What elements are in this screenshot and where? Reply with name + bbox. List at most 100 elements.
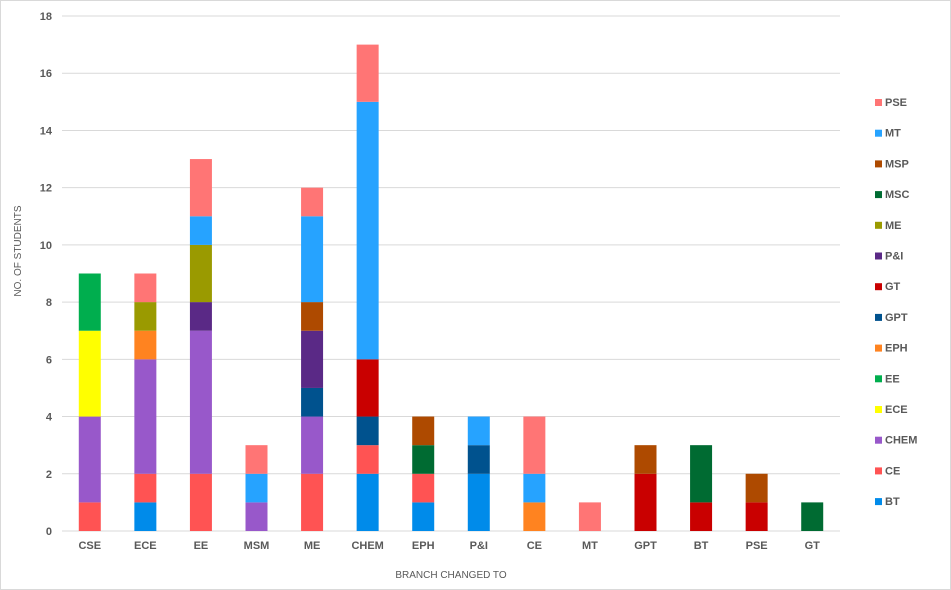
- y-tick-label: 8: [46, 297, 52, 309]
- x-tick-label: GT: [805, 540, 821, 552]
- bar-segment-P&I-GPT: [467, 445, 490, 474]
- x-tick-label: BT: [694, 540, 709, 552]
- bar-segment-CHEM-PSE: [356, 44, 379, 102]
- bar-segment-MSM-PSE: [245, 445, 268, 474]
- bar-segment-ME-CE: [301, 473, 324, 531]
- legend-label: CE: [885, 465, 900, 477]
- legend-swatch: [875, 406, 882, 413]
- bar-segment-ECE-CHEM: [134, 359, 157, 474]
- bar-segment-MT-PSE: [578, 502, 601, 531]
- bar-segment-BT-GT: [690, 502, 713, 531]
- legend-swatch: [875, 498, 882, 506]
- bar-segment-EE-CHEM: [189, 330, 212, 474]
- x-tick-label: MT: [582, 540, 598, 552]
- x-tick-label: CSE: [78, 540, 101, 552]
- y-tick-label: 12: [40, 183, 52, 195]
- x-tick-label: ME: [304, 540, 321, 552]
- legend-swatch: [875, 160, 882, 168]
- bar-segment-EPH-BT: [412, 502, 435, 531]
- y-tick-label: 10: [40, 240, 52, 252]
- y-tick-label: 18: [40, 11, 52, 23]
- bar-segment-GPT-GT: [634, 473, 657, 531]
- bar-segment-ECE-BT: [134, 502, 157, 531]
- legend-swatch: [875, 252, 882, 260]
- bar-segment-CHEM-MT: [356, 101, 379, 360]
- bar-segment-ECE-PSE: [134, 273, 157, 303]
- x-tick-label: GPT: [634, 540, 657, 552]
- bar-segment-EPH-CE: [412, 473, 435, 503]
- bar-segment-EE-ME: [189, 244, 212, 303]
- x-tick-label: EPH: [412, 540, 435, 552]
- legend-label: EPH: [885, 343, 908, 355]
- legend-label: BT: [885, 496, 900, 508]
- bar-segment-ECE-EPH: [134, 330, 157, 360]
- legend-swatch: [875, 375, 882, 383]
- x-tick-label: CHEM: [351, 540, 383, 552]
- bar-segment-MSM-CHEM: [245, 502, 268, 531]
- legend-label: MSC: [885, 189, 910, 201]
- legend-swatch: [875, 129, 882, 137]
- bar-segment-GPT-MSP: [634, 445, 657, 474]
- legend-swatch: [875, 313, 882, 321]
- legend-label: EE: [885, 373, 900, 385]
- bar-segment-ME-MT: [301, 216, 324, 303]
- y-tick-label: 0: [46, 526, 52, 538]
- bar-segment-ECE-ME: [134, 302, 157, 331]
- bar-segment-CE-EPH: [523, 502, 546, 531]
- y-tick-label: 16: [40, 68, 52, 80]
- bar-segment-EE-CE: [189, 473, 212, 531]
- bar-segment-GT-MSC: [801, 502, 824, 531]
- legend-label: P&I: [885, 251, 903, 263]
- bar-segment-P&I-BT: [467, 473, 490, 531]
- x-tick-label: PSE: [746, 540, 768, 552]
- legend-swatch: [875, 467, 882, 475]
- bar-segment-CE-PSE: [523, 416, 546, 474]
- bar-segment-EPH-MSC: [412, 445, 435, 474]
- bar-segment-CSE-CE: [78, 502, 101, 531]
- x-tick-label: ECE: [134, 540, 157, 552]
- y-axis-label: NO. OF STUDENTS: [13, 205, 24, 296]
- bar-segment-CSE-CHEM: [78, 416, 101, 503]
- bar-segment-CE-MT: [523, 473, 546, 503]
- bar-segment-MSM-MT: [245, 473, 268, 503]
- bar-segment-BT-MSC: [690, 445, 713, 503]
- legend-label: PSE: [885, 97, 907, 109]
- x-tick-label: EE: [194, 540, 209, 552]
- bar-segment-CHEM-CE: [356, 445, 379, 474]
- bar-segment-CHEM-GPT: [356, 416, 379, 446]
- x-tick-label: P&I: [470, 540, 488, 552]
- legend-label: CHEM: [885, 435, 917, 447]
- bar-segment-P&I-MT: [467, 416, 490, 446]
- bar-segment-ME-PSE: [301, 187, 324, 217]
- bar-segment-ME-MSP: [301, 302, 324, 331]
- bar-segment-ME-P&I: [301, 330, 324, 388]
- y-tick-label: 14: [40, 125, 53, 137]
- legend-label: ECE: [885, 404, 908, 416]
- x-tick-label: CE: [527, 540, 542, 552]
- bar-segment-CSE-EE: [78, 273, 101, 331]
- bar-segment-PSE-MSP: [745, 473, 768, 503]
- bar-segment-PSE-GT: [745, 502, 768, 531]
- legend-swatch: [875, 191, 882, 199]
- y-tick-label: 4: [46, 412, 53, 424]
- legend-label: GPT: [885, 312, 908, 324]
- bar-segment-CSE-ECE: [78, 330, 101, 417]
- legend-swatch: [875, 283, 882, 291]
- y-tick-label: 2: [46, 469, 52, 481]
- legend-swatch: [875, 344, 882, 352]
- legend-label: ME: [885, 220, 902, 232]
- x-tick-label: MSM: [244, 540, 270, 552]
- bar-segment-EE-PSE: [189, 159, 212, 217]
- bar-segment-ME-CHEM: [301, 416, 324, 474]
- legend-swatch: [875, 436, 882, 444]
- bar-segment-EE-MT: [189, 216, 212, 245]
- legend-label: MT: [885, 128, 901, 140]
- x-axis-label: BRANCH CHANGED TO: [395, 570, 507, 581]
- bar-segment-EE-P&I: [189, 302, 212, 331]
- bar-segment-ECE-CE: [134, 473, 157, 503]
- bar-segment-CHEM-GT: [356, 359, 379, 417]
- bar-segment-ME-GPT: [301, 387, 324, 417]
- y-tick-label: 6: [46, 354, 52, 366]
